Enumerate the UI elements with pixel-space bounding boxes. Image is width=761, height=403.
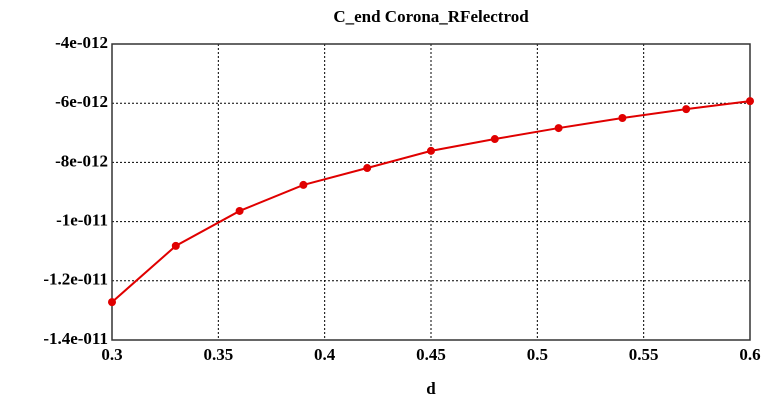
marker <box>618 114 627 122</box>
marker <box>682 105 691 114</box>
x-tick-label: 0.45 <box>416 345 446 364</box>
marker <box>171 241 180 250</box>
x-tick-label: 0.4 <box>314 345 336 364</box>
y-tick-label: -1e-011 <box>56 211 108 230</box>
y-tick-label: -1.4e-011 <box>43 329 108 348</box>
x-tick-label: 0.6 <box>739 345 760 364</box>
marker <box>299 180 308 189</box>
marker <box>235 206 244 215</box>
marker <box>108 298 116 307</box>
marker <box>554 124 563 133</box>
marker <box>363 164 372 173</box>
x-tick-label: 0.35 <box>203 345 233 364</box>
y-tick-label: -6e-012 <box>55 92 108 111</box>
chart-title: C_end Corona_RFelectrod <box>333 7 529 26</box>
plot-frame <box>111 43 751 341</box>
x-tick-label: 0.3 <box>101 345 122 364</box>
y-tick-label: -1.2e-011 <box>43 270 108 289</box>
x-axis-label: d <box>426 379 436 398</box>
x-tick-label: 0.55 <box>629 345 659 364</box>
y-tick-label: -4e-012 <box>55 33 108 52</box>
marker <box>427 146 435 155</box>
marker <box>490 135 499 144</box>
y-tick-label: -8e-012 <box>55 151 108 170</box>
marker <box>746 97 754 106</box>
x-tick-label: 0.5 <box>527 345 548 364</box>
